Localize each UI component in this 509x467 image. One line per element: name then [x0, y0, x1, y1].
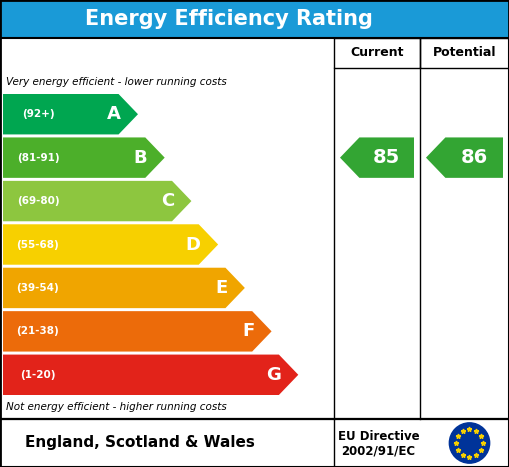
Polygon shape — [3, 311, 272, 352]
Text: 86: 86 — [461, 148, 488, 167]
Bar — [420, 38, 509, 68]
Text: D: D — [186, 235, 201, 254]
Text: Potential: Potential — [433, 47, 496, 59]
Text: England, Scotland & Wales: England, Scotland & Wales — [25, 436, 255, 451]
Text: F: F — [242, 322, 254, 340]
Text: (81-91): (81-91) — [17, 153, 60, 163]
Circle shape — [449, 423, 490, 463]
Polygon shape — [426, 137, 503, 178]
Polygon shape — [3, 268, 245, 308]
Text: C: C — [161, 192, 174, 210]
Text: G: G — [266, 366, 281, 384]
Text: Current: Current — [350, 47, 404, 59]
Text: EU Directive: EU Directive — [338, 430, 419, 443]
Polygon shape — [3, 354, 298, 395]
Text: (39-54): (39-54) — [17, 283, 60, 293]
Text: B: B — [134, 149, 147, 167]
Text: Very energy efficient - lower running costs: Very energy efficient - lower running co… — [6, 77, 227, 87]
Text: Not energy efficient - higher running costs: Not energy efficient - higher running co… — [6, 402, 227, 412]
Text: A: A — [107, 105, 121, 123]
Text: (55-68): (55-68) — [17, 240, 60, 249]
Text: 2002/91/EC: 2002/91/EC — [342, 445, 416, 458]
Polygon shape — [3, 224, 218, 265]
Text: (1-20): (1-20) — [20, 370, 56, 380]
Bar — [334, 38, 420, 68]
Text: (21-38): (21-38) — [17, 326, 60, 336]
Text: E: E — [215, 279, 228, 297]
Text: 85: 85 — [373, 148, 400, 167]
Text: (92+): (92+) — [22, 109, 54, 119]
Polygon shape — [3, 137, 165, 178]
Text: Energy Efficiency Rating: Energy Efficiency Rating — [85, 9, 373, 29]
Bar — [0, 419, 509, 467]
Polygon shape — [3, 94, 138, 134]
Bar — [0, 0, 509, 38]
Bar — [0, 38, 509, 419]
Polygon shape — [3, 181, 191, 221]
Text: (69-80): (69-80) — [17, 196, 60, 206]
Polygon shape — [340, 137, 414, 178]
